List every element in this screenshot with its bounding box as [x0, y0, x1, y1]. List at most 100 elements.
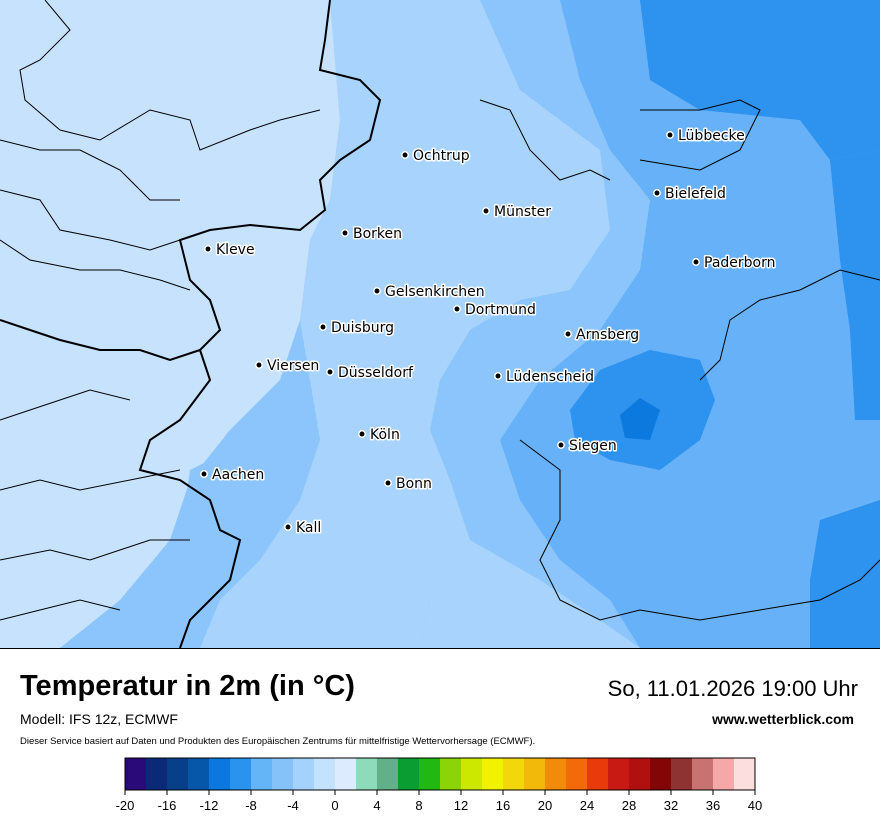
legend-swatch [440, 758, 462, 790]
legend-swatch [608, 758, 630, 790]
legend-swatch [398, 758, 420, 790]
legend-swatch [314, 758, 336, 790]
color-legend: -20 -16 -12 -8 -4 0 4 8 12 16 20 24 28 32 36 40 [0, 756, 880, 826]
disclaimer-text: Dieser Service basiert auf Daten und Pro… [20, 736, 536, 747]
legend-swatch [356, 758, 378, 790]
city-marker: Lübbecke [666, 127, 746, 146]
legend-swatch [272, 758, 294, 790]
legend-tick-label: 12 [454, 798, 468, 813]
legend-tick-label: 28 [622, 798, 636, 813]
legend-scale: -20 -16 -12 -8 -4 0 4 8 12 16 20 24 28 32 36 40 [116, 757, 762, 813]
forecast-datetime: So, 11.01.2026 19:00 Uhr [607, 676, 858, 701]
legend-tick-label: 8 [415, 798, 422, 813]
city-marker: Ochtrup [401, 147, 471, 166]
city-label: Bielefeld [665, 186, 726, 202]
city-label: Köln [370, 427, 400, 443]
legend-tick-label: -20 [116, 798, 135, 813]
city-label: Bonn [396, 476, 432, 492]
legend-swatch [587, 758, 609, 790]
legend-tick-label: -12 [200, 798, 219, 813]
legend-swatch [293, 758, 315, 790]
city-marker: Paderborn [692, 254, 777, 273]
city-label: Münster [494, 204, 551, 220]
state-border-nrw [0, 0, 382, 648]
temperature-field-cold [500, 0, 880, 648]
city-label: Viersen [267, 358, 319, 374]
legend-tick-label: -8 [245, 798, 257, 813]
city-markers: Lübbecke Ochtrup Bielefeld Münster Borken Kle… [200, 127, 777, 538]
city-dot [373, 287, 381, 295]
city-label: Kall [296, 520, 321, 536]
legend-swatch [335, 758, 357, 790]
city-label: Kleve [216, 242, 255, 258]
city-marker: Düsseldorf [326, 364, 415, 383]
city-marker: Gelsenkirchen [373, 283, 486, 302]
city-marker: Viersen [255, 357, 321, 376]
legend-swatch [524, 758, 546, 790]
legend-frame [124, 757, 756, 791]
city-label: Borken [353, 226, 402, 242]
legend-tick-label: -4 [287, 798, 299, 813]
legend-tick-label: 36 [706, 798, 720, 813]
city-marker: Kleve [204, 241, 256, 260]
city-marker: Duisburg [319, 319, 396, 338]
legend-tick-label: 16 [496, 798, 510, 813]
legend-swatch [125, 758, 147, 790]
legend-tick-label: 32 [664, 798, 678, 813]
city-marker: Aachen [200, 466, 266, 485]
legend-tick-label: 0 [331, 798, 338, 813]
website-link[interactable]: www.wetterblick.com [712, 711, 854, 727]
legend-swatch [461, 758, 483, 790]
city-dot [284, 523, 292, 531]
legend-swatch [251, 758, 273, 790]
legend-swatch [650, 758, 672, 790]
legend-swatch [545, 758, 567, 790]
legend-tick-label: -16 [158, 798, 177, 813]
city-dot [482, 207, 490, 215]
legend-tick-label: 20 [538, 798, 552, 813]
temperature-field-mid [200, 0, 610, 648]
city-dot [204, 245, 212, 253]
legend-swatch [503, 758, 525, 790]
city-dot [200, 470, 208, 478]
legend-swatch [167, 758, 189, 790]
city-dot [384, 479, 392, 487]
city-label: Aachen [212, 467, 264, 483]
city-marker: Dortmund [453, 301, 537, 320]
city-dot [255, 361, 263, 369]
temperature-map: Lübbecke Ochtrup Bielefeld Münster Borken Kle… [0, 0, 880, 649]
city-marker: Lüdenscheid [494, 368, 596, 387]
city-label: Lüdenscheid [506, 369, 594, 385]
temperature-field-light [0, 0, 340, 648]
city-marker: Siegen [557, 437, 618, 456]
city-dot [319, 323, 327, 331]
city-label: Duisburg [331, 320, 394, 336]
legend-swatch [230, 758, 252, 790]
city-marker: Bonn [384, 475, 433, 494]
city-dot [341, 229, 349, 237]
legend-swatch [713, 758, 735, 790]
city-dot [564, 330, 572, 338]
city-label: Gelsenkirchen [385, 284, 485, 300]
city-marker: Münster [482, 203, 553, 222]
legend-swatch [692, 758, 714, 790]
city-label: Dortmund [465, 302, 536, 318]
city-dot [653, 189, 661, 197]
city-marker: Bielefeld [653, 185, 727, 204]
city-label: Ochtrup [413, 148, 470, 164]
legend-swatch [629, 758, 651, 790]
city-marker: Borken [341, 225, 404, 244]
legend-tick-label: 24 [580, 798, 594, 813]
city-label: Düsseldorf [338, 365, 414, 381]
region-borders [0, 0, 880, 621]
legend-swatch [146, 758, 168, 790]
city-label: Lübbecke [678, 128, 745, 144]
map-footer: Temperatur in 2m (in °C) So, 11.01.2026 … [0, 648, 880, 830]
legend-swatch [482, 758, 504, 790]
legend-swatch [734, 758, 756, 790]
map-title: Temperatur in 2m (in °C) [20, 670, 355, 702]
city-dot [401, 151, 409, 159]
legend-swatch [209, 758, 231, 790]
legend-swatch [419, 758, 441, 790]
city-dot [557, 441, 565, 449]
